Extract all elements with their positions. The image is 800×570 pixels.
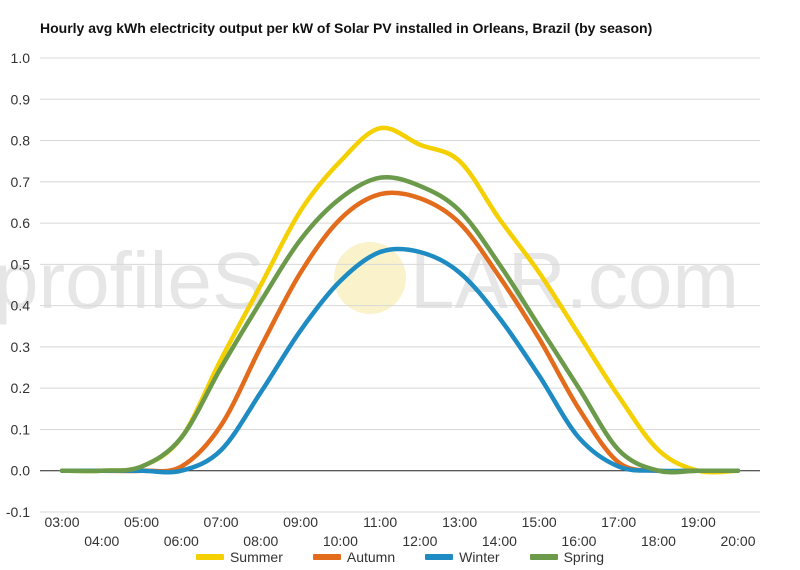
y-tick-label: 0.6	[11, 215, 31, 231]
y-tick-label: 0.1	[11, 421, 31, 437]
legend-label: Autumn	[346, 549, 396, 565]
x-tick-label: 20:00	[720, 533, 755, 549]
legend-item-winter: Winter	[425, 549, 500, 565]
y-tick-label: 1.0	[11, 50, 31, 66]
y-tick-label: -0.1	[6, 504, 30, 520]
x-tick-label: 19:00	[681, 514, 716, 530]
y-tick-label: 0.5	[11, 256, 31, 272]
x-tick-label: 08:00	[243, 533, 278, 549]
legend-item-summer: Summer	[195, 549, 283, 565]
legend: Summer Autumn Winter Spring	[0, 549, 800, 565]
x-tick-label: 07:00	[204, 514, 239, 530]
x-tick-label: 17:00	[601, 514, 636, 530]
y-tick-label: 0.4	[11, 298, 31, 314]
x-tick-label: 13:00	[442, 514, 477, 530]
y-tick-label: 0.8	[11, 133, 31, 149]
x-tick-label: 05:00	[124, 514, 159, 530]
legend-item-spring: Spring	[529, 549, 605, 565]
legend-label: Summer	[229, 549, 283, 565]
legend-swatch	[529, 554, 558, 560]
x-tick-label: 09:00	[283, 514, 318, 530]
watermark-sun-icon	[334, 242, 406, 314]
x-tick-label: 15:00	[522, 514, 557, 530]
legend-item-autumn: Autumn	[312, 549, 396, 565]
legend-swatch	[312, 554, 341, 560]
x-tick-label: 11:00	[363, 514, 397, 530]
x-tick-label: 18:00	[641, 533, 676, 549]
x-tick-label: 16:00	[561, 533, 596, 549]
x-tick-label: 06:00	[164, 533, 199, 549]
watermark: profileS LAR.com	[0, 236, 739, 325]
x-tick-label: 04:00	[84, 533, 119, 549]
legend-label: Winter	[459, 549, 500, 565]
y-tick-label: 0.9	[11, 91, 31, 107]
y-tick-label: 0.7	[11, 174, 31, 190]
legend-swatch	[425, 554, 454, 560]
x-tick-label: 14:00	[482, 533, 517, 549]
series-lines	[59, 125, 741, 475]
watermark-text-right: LAR.com	[410, 236, 739, 325]
x-tick-label: 12:00	[402, 533, 437, 549]
watermark-text-left: profileS	[0, 236, 265, 325]
chart-title: Hourly avg kWh electricity output per kW…	[40, 20, 653, 36]
series-line-autumn	[59, 190, 741, 474]
y-tick-label: 0.0	[11, 463, 31, 479]
legend-label: Spring	[563, 549, 605, 565]
series-line-spring	[59, 174, 741, 475]
series-line-winter	[59, 246, 741, 475]
y-axis-ticks: -0.1 0.0 0.1 0.2 0.3 0.4 0.5 0.6 0.7 0.8 0.9 1.0	[6, 50, 30, 520]
x-tick-label: 10:00	[323, 533, 358, 549]
legend-swatch	[195, 554, 224, 560]
x-tick-label: 03:00	[44, 514, 79, 530]
y-tick-label: 0.3	[11, 339, 31, 355]
y-tick-label: 0.2	[11, 380, 31, 396]
